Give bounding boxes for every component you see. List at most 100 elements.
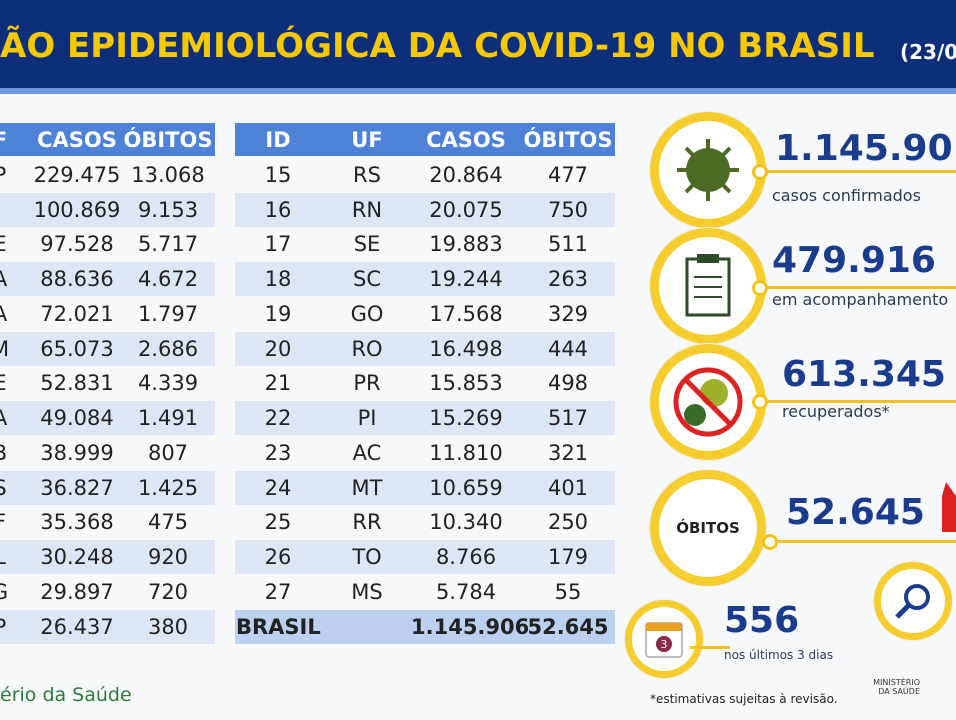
icon-search	[874, 562, 952, 640]
table-cell: 19	[264, 301, 292, 326]
row-shade	[0, 609, 215, 644]
table-cell: 19.244	[429, 267, 503, 292]
connector-dot	[752, 280, 768, 296]
table-cell: 380	[147, 614, 189, 639]
table-cell: 29.897	[40, 580, 114, 604]
column-header: CASOS	[426, 128, 506, 152]
column-header: ÓBITOS	[123, 128, 213, 152]
stat-label: em acompanhamento	[772, 290, 949, 309]
table-cell: 26	[264, 545, 292, 570]
column-header: UF	[351, 128, 383, 152]
table-cell: 20.075	[429, 197, 503, 222]
table-cell: E	[0, 366, 55, 400]
table-cell: 807	[147, 440, 189, 465]
connector	[760, 170, 956, 173]
table-cell: 10.659	[429, 475, 503, 500]
connector-dot	[752, 164, 768, 180]
total-cell: BRASIL	[236, 614, 321, 639]
header-stripe	[0, 88, 956, 94]
row-shade	[235, 262, 615, 297]
connector-dot	[762, 534, 778, 550]
table-cell: 35.368	[40, 510, 114, 535]
table-cell: AC	[352, 440, 382, 465]
stat-value: 479.916	[772, 240, 936, 281]
row-shade	[235, 192, 615, 227]
table-cell: 8.766	[435, 545, 497, 570]
stat-value: 52.645	[786, 492, 925, 533]
table-cell: SE	[353, 232, 381, 257]
note: *estimativas sujeitas à revisão.	[650, 692, 838, 706]
table-cell: 5.784	[435, 580, 497, 604]
row-shade	[0, 192, 215, 227]
table-cell: 10.340	[429, 510, 503, 535]
connector	[760, 286, 956, 289]
table-cell: 179	[547, 545, 589, 570]
row-shade	[0, 331, 215, 366]
table-header	[235, 123, 615, 156]
table-cell: 2.686	[137, 336, 199, 361]
row-shade	[235, 331, 615, 366]
table-cell: 321	[547, 440, 589, 465]
icon-virus	[650, 112, 766, 228]
stat-value: 613.345	[782, 354, 946, 395]
table-cell: 750	[547, 197, 589, 222]
table-cell: 26.437	[40, 614, 114, 639]
table-cell: 55	[554, 580, 582, 604]
column-header: CASOS	[37, 128, 117, 152]
table-cell: 1.797	[137, 301, 199, 326]
stat-label: recuperados*	[782, 402, 890, 421]
table-cell: 16	[264, 197, 292, 222]
table-cell: 477	[547, 162, 589, 187]
table-cell: 38.999	[40, 440, 114, 465]
table-cell: 27	[264, 580, 292, 604]
total-row	[235, 609, 615, 644]
table-cell: 250	[547, 510, 589, 535]
table-cell: E	[0, 227, 55, 261]
connector	[690, 646, 730, 649]
table-cell: P	[0, 158, 55, 192]
row-shade	[0, 401, 215, 436]
table-cell: 475	[147, 510, 189, 535]
table-cell: 1.491	[137, 406, 199, 431]
connector-dot	[752, 394, 768, 410]
table-cell: 17	[264, 232, 292, 257]
table-cell: A	[0, 401, 55, 435]
table-cell: 100.869	[33, 197, 121, 222]
table-cell: 401	[547, 475, 589, 500]
row-shade	[235, 540, 615, 575]
table-cell: MS	[351, 580, 383, 604]
column-header: F	[0, 123, 55, 157]
table-cell: 24	[264, 475, 292, 500]
table-cell: L	[0, 540, 55, 574]
table-cell: RO	[351, 336, 383, 361]
table-cell: 11.810	[429, 440, 503, 465]
table-cell: 65.073	[40, 336, 114, 361]
date: (23/0	[900, 40, 956, 64]
table-cell: 720	[147, 580, 189, 604]
table-cell: 9.153	[137, 197, 199, 222]
row-shade	[0, 540, 215, 575]
row-shade	[235, 401, 615, 436]
column-header: ÓBITOS	[523, 128, 613, 152]
row-shade	[0, 470, 215, 505]
table-cell: 15.853	[429, 371, 503, 396]
table-cell: 4.339	[137, 371, 199, 396]
table-cell: 22	[264, 406, 292, 431]
table-cell: 511	[547, 232, 589, 257]
table-cell: 18	[264, 267, 292, 292]
table-cell: 15	[264, 162, 292, 187]
source: ério da Saúde	[0, 684, 132, 706]
table-cell: 15.269	[429, 406, 503, 431]
table-cell: 97.528	[40, 232, 114, 257]
badge-text: ÓBITOS	[676, 519, 740, 537]
table-cell: PR	[353, 371, 381, 396]
table-cell: A	[0, 262, 55, 296]
total-cell: 52.645	[527, 614, 609, 639]
table-cell: 5.717	[137, 232, 199, 257]
table-cell: 36.827	[40, 475, 114, 500]
table-cell: A	[0, 297, 55, 331]
stat-label: nos últimos 3 dias	[724, 648, 834, 662]
logo: MINISTÉRIO DA SAÚDE	[873, 678, 920, 696]
table-cell: 88.636	[40, 267, 114, 292]
